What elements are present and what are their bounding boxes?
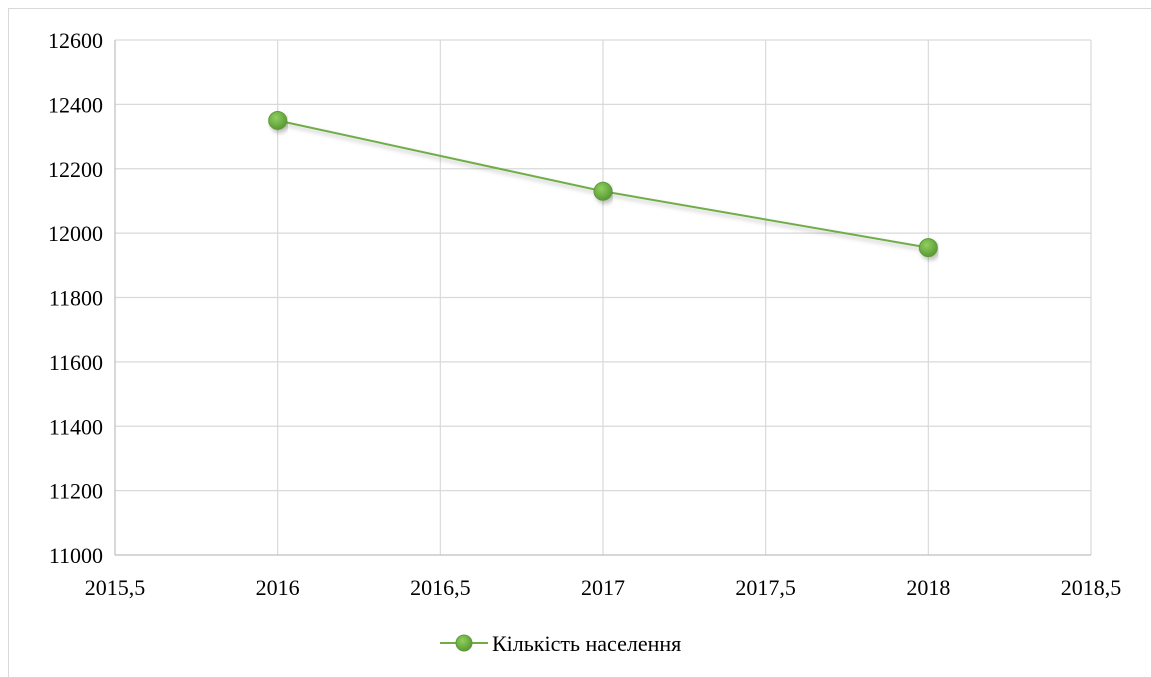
legend-label: Кількість населення <box>492 631 681 656</box>
y-tick-label: 11800 <box>49 286 103 311</box>
x-tick-label: 2015,5 <box>85 575 146 600</box>
y-tick-label: 11200 <box>49 479 103 504</box>
y-tick-label: 12000 <box>48 221 103 246</box>
y-tick-label: 11000 <box>49 543 103 568</box>
y-tick-label: 12600 <box>48 28 103 53</box>
x-tick-label: 2016,5 <box>410 575 471 600</box>
data-point <box>918 238 938 258</box>
legend-marker-swatch <box>455 634 473 652</box>
x-tick-label: 2017,5 <box>735 575 796 600</box>
x-tick-label: 2016 <box>256 575 300 600</box>
y-tick-label: 12200 <box>48 157 103 182</box>
x-tick-label: 2017 <box>581 575 625 600</box>
y-tick-label: 11400 <box>49 414 103 439</box>
y-tick-label: 11600 <box>49 350 103 375</box>
y-tick-label: 12400 <box>48 92 103 117</box>
x-tick-label: 2018,5 <box>1061 575 1122 600</box>
x-tick-label: 2018 <box>906 575 950 600</box>
data-point <box>593 181 613 201</box>
data-point <box>268 110 288 130</box>
chart-frame <box>8 8 1151 677</box>
